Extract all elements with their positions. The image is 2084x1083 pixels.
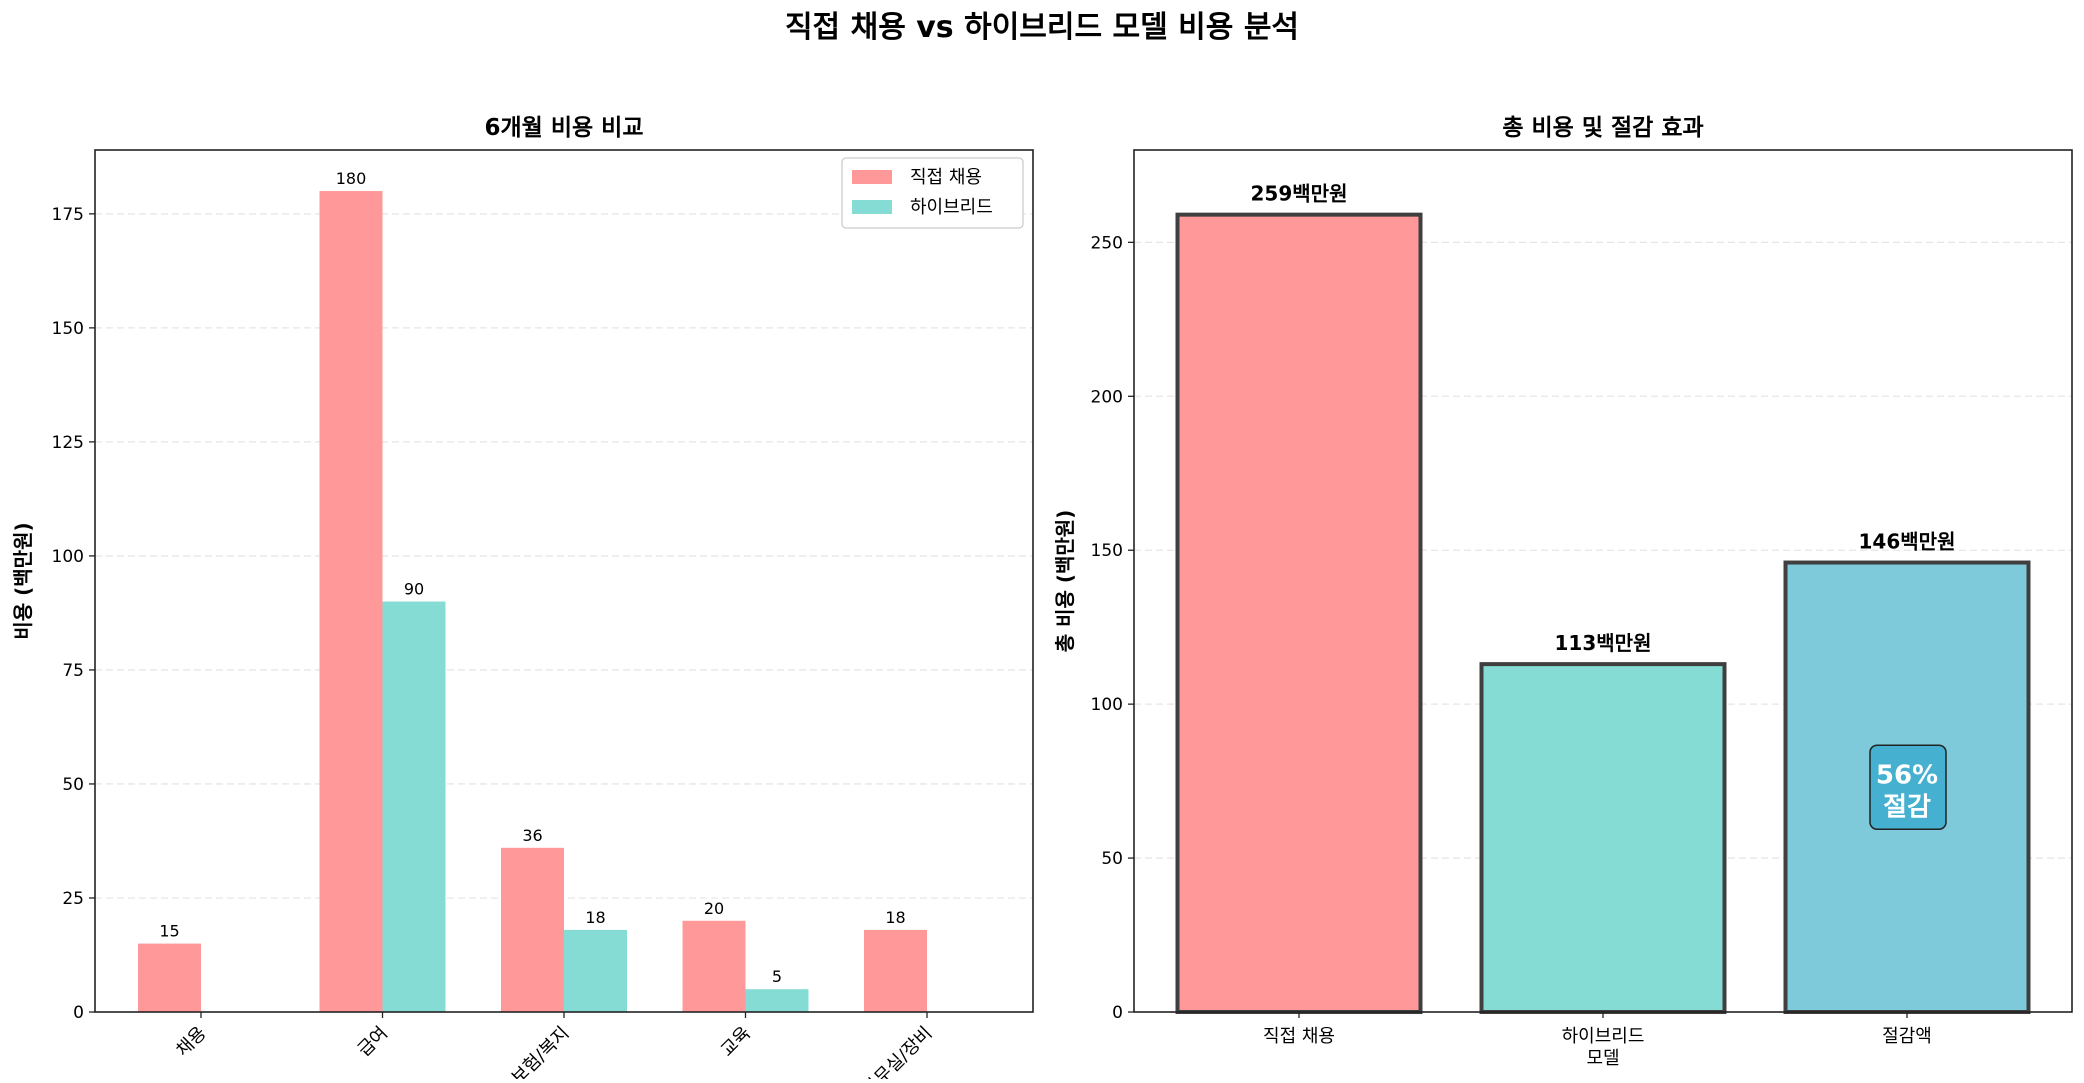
bar-direct — [501, 847, 564, 1012]
legend: 직접 채용 하이브리드 — [841, 157, 1024, 229]
bar-value-label: 180 — [336, 169, 367, 188]
y-tick-label: 50 — [62, 775, 84, 795]
y-tick-label: 175 — [52, 205, 84, 225]
y-tick-label: 150 — [1091, 541, 1123, 561]
x-tick-label: 직접 채용 — [1263, 1026, 1335, 1047]
y-tick-label: 200 — [1091, 387, 1123, 407]
bar-direct — [864, 929, 927, 1012]
y-tick-label: 150 — [52, 319, 84, 339]
x-tick-label: 채용 — [172, 1023, 210, 1061]
x-tick-label: 하이브리드 모델 — [1562, 1026, 1645, 1069]
bar-total — [1175, 212, 1423, 1014]
total-cost-chart: 총 비용 및 절감 효과 총 비용 (백만원) 259백만원 113백만원 146백… — [1053, 115, 2073, 1069]
left-chart-title: 6개월 비용 비교 — [485, 115, 644, 141]
legend-label-direct: 직접 채용 — [910, 167, 982, 188]
bar-direct — [682, 920, 746, 1012]
y-tick-label: 100 — [1091, 695, 1123, 715]
bar-value-label: 259백만원 — [1251, 182, 1348, 206]
y-tick-label: 0 — [73, 1003, 84, 1023]
y-tick-label: 250 — [1091, 233, 1123, 253]
bar-direct — [138, 943, 201, 1012]
bar-hybrid — [382, 601, 446, 1012]
y-tick-label: 50 — [1101, 849, 1123, 869]
x-tick-label: 보험/복지 — [508, 1023, 574, 1079]
x-tick-label: 사무실/장비 — [859, 1023, 937, 1079]
y-tick-label: 25 — [62, 889, 84, 909]
legend-label-hybrid: 하이브리드 — [910, 197, 993, 218]
right-y-axis-label: 총 비용 (백만원) — [1053, 510, 1077, 653]
bar-total — [1479, 662, 1727, 1014]
y-tick-label: 100 — [52, 547, 84, 567]
x-tick-label: 절감액 — [1882, 1026, 1932, 1047]
bar-hybrid — [745, 989, 809, 1012]
right-chart-title: 총 비용 및 절감 효과 — [1502, 115, 1703, 141]
y-tick-label: 125 — [52, 433, 84, 453]
bar-direct — [319, 191, 383, 1013]
bar-hybrid — [564, 929, 627, 1012]
bar-value-label: 146백만원 — [1859, 530, 1956, 554]
savings-label: 절감 — [1883, 792, 1931, 822]
left-y-axis-label: 비용 (백만원) — [11, 522, 35, 639]
bar-value-label: 18 — [585, 908, 605, 927]
figure-title: 직접 채용 vs 하이브리드 모델 비용 분석 — [785, 10, 1299, 45]
bar-value-label: 90 — [404, 580, 424, 599]
y-tick-label: 75 — [62, 661, 84, 681]
legend-swatch-hybrid — [852, 200, 892, 214]
legend-swatch-direct — [852, 170, 892, 184]
bar-value-label: 36 — [522, 826, 542, 845]
bar-value-label: 5 — [772, 967, 782, 986]
bar-value-label: 113백만원 — [1555, 631, 1652, 655]
right-plot-frame — [1133, 149, 2073, 1013]
cost-comparison-chart: 6개월 비용 비교 비용 (백만원) 15 180 90 36 18 20 5 18 0 25 5… — [11, 115, 1034, 1083]
x-tick-label: 교육 — [717, 1023, 755, 1061]
left-plot-frame — [94, 149, 1034, 1013]
bar-value-label: 20 — [704, 899, 724, 918]
savings-annotation: 56% 절감 — [1869, 744, 1947, 831]
x-tick-label: 급여 — [354, 1023, 392, 1061]
y-tick-label: 0 — [1112, 1003, 1123, 1023]
bar-value-label: 15 — [159, 922, 179, 941]
savings-percent: 56% — [1876, 760, 1938, 790]
bar-value-label: 18 — [885, 908, 905, 927]
